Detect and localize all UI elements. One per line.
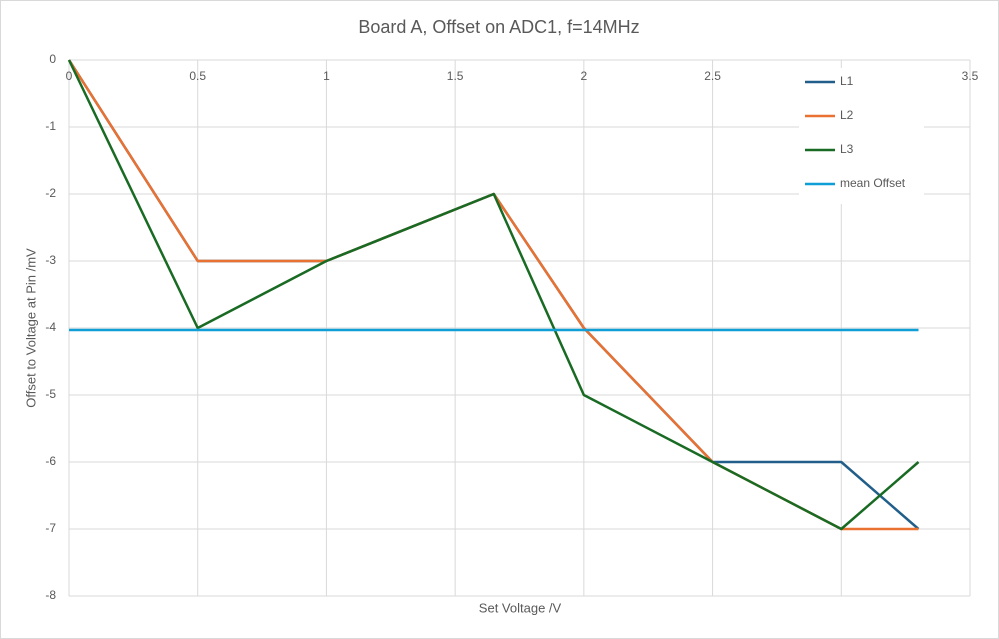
y-tick-label: -7 <box>45 521 56 535</box>
x-tick-label: 1.5 <box>447 69 464 83</box>
x-tick-label: 1 <box>323 69 330 83</box>
y-tick-label: -1 <box>45 119 56 133</box>
y-tick-label: -2 <box>45 186 56 200</box>
y-tick-label: -5 <box>45 387 56 401</box>
y-tick-label: 0 <box>49 52 56 66</box>
y-tick-label: -3 <box>45 253 56 267</box>
legend-label: L3 <box>840 142 854 156</box>
y-tick-label: -6 <box>45 454 56 468</box>
plot <box>67 59 920 531</box>
legend-background <box>799 68 924 204</box>
y-axis-title: Offset to Voltage at Pin /mV <box>23 248 38 408</box>
x-axis-title: Set Voltage /V <box>479 600 562 615</box>
y-tick-label: -4 <box>45 320 56 334</box>
legend-label: L2 <box>840 108 854 122</box>
x-tick-label: 3.5 <box>962 69 979 83</box>
x-tick-label: 0 <box>66 69 73 83</box>
legend-label: L1 <box>840 74 854 88</box>
legend-label: mean Offset <box>840 176 906 190</box>
x-tick-label: 2.5 <box>704 69 721 83</box>
legend: L1 L2 L3 mean Offset <box>799 68 924 204</box>
x-tick-label: 0.5 <box>189 69 206 83</box>
grid: 0-1-2-3-4-5-6-7-800.511.522.533.5 <box>45 52 978 602</box>
x-tick-label: 2 <box>581 69 588 83</box>
series-line <box>67 59 920 531</box>
chart-title: Board A, Offset on ADC1, f=14MHz <box>358 17 639 37</box>
y-tick-label: -8 <box>45 588 56 602</box>
